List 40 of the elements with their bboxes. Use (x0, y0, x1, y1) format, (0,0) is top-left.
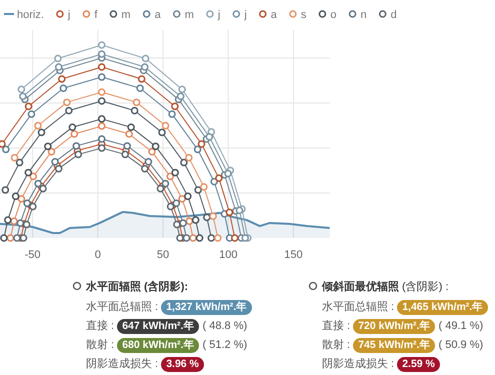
legend-label: a (270, 9, 278, 21)
text: ( 50.9 %) (438, 339, 484, 351)
x-tick-label: 100 (219, 249, 238, 261)
text: 阴影造成损失 : (86, 358, 158, 370)
legend-label: horiz. (17, 9, 44, 21)
text: ( 49.1 %) (438, 320, 484, 332)
text: ( 51.2 %) (202, 339, 248, 351)
legend-label: j (243, 9, 247, 21)
text: 1,465 kWh/m².年 (397, 300, 488, 315)
text: 倾斜面最优辐照 (含阴影) : (322, 281, 448, 293)
text: 2.59 % (397, 357, 440, 372)
text: 散射 : (322, 339, 350, 351)
legend-label: a (154, 9, 162, 21)
legend-label: d (390, 9, 397, 21)
legend-label: s (300, 9, 307, 21)
x-tick-label: 50 (156, 249, 170, 261)
text: 阴影造成损失 : (322, 358, 394, 370)
text: 直接 : (322, 320, 350, 332)
text: 3.96 % (161, 357, 204, 372)
text: 680 kWh/m².年 (117, 338, 200, 353)
text: 水平面总辐照 : (322, 301, 394, 313)
legend-label: j (216, 9, 220, 21)
legend-label: n (360, 9, 367, 21)
x-tick-label: 150 (284, 249, 303, 261)
text: 水平面总辐照 : (86, 301, 158, 313)
text: 1,327 kWh/m².年 (161, 300, 252, 315)
legend-label: m (121, 9, 131, 21)
legend-label: m (184, 9, 194, 21)
legend-label: f (94, 9, 98, 21)
text: 745 kWh/m².年 (353, 338, 436, 353)
x-tick-label: 0 (94, 249, 101, 261)
x-tick-label: -50 (24, 249, 41, 261)
legend-label: o (330, 9, 337, 21)
text: 散射 : (86, 339, 114, 351)
text: ( 48.8 %) (202, 320, 248, 332)
legend-label: j (66, 9, 70, 21)
text: 647 kWh/m².年 (117, 319, 200, 334)
text: 水平面辐照 (含阴影): (86, 281, 188, 293)
text: 直接 : (86, 320, 114, 332)
text: 720 kWh/m².年 (353, 319, 436, 334)
